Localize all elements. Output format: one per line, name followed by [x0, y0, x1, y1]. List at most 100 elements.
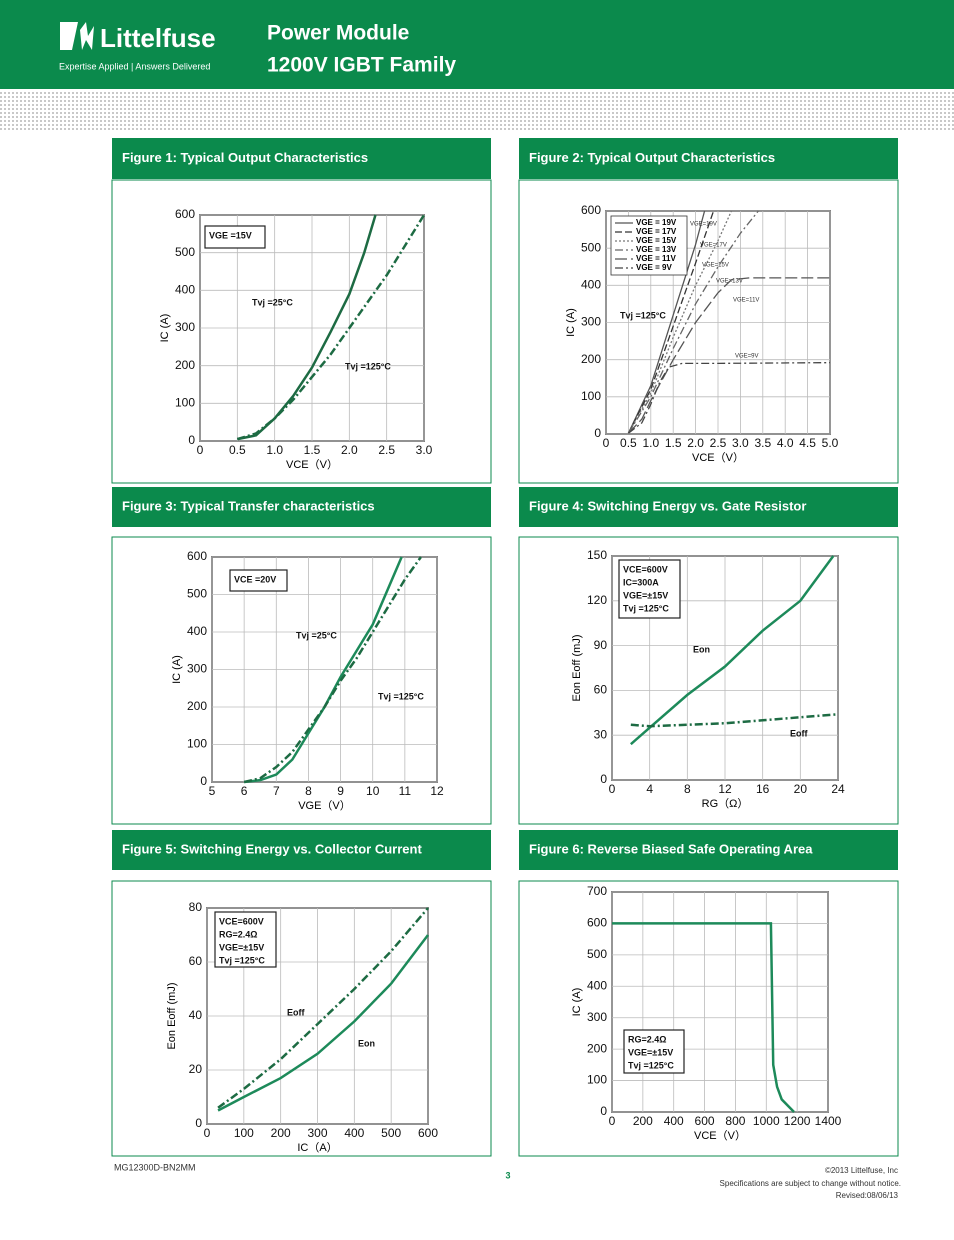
y-axis-label: IC (A)	[565, 308, 577, 337]
x-tick-label: 200	[271, 1126, 291, 1140]
x-tick-label: 200	[633, 1114, 653, 1128]
y-tick-label: 100	[175, 396, 195, 410]
x-tick-label: 0	[204, 1126, 211, 1140]
figure-title: Figure 4: Switching Energy vs. Gate Resi…	[529, 498, 806, 513]
x-tick-label: 3.0	[732, 436, 749, 450]
figure-title-bar	[112, 138, 491, 179]
legend-entry: VGE = 13V	[636, 245, 677, 254]
figure-title-bar	[112, 830, 491, 870]
data-line	[217, 934, 429, 1112]
data-line	[236, 214, 426, 441]
x-tick-label: 0	[197, 443, 204, 457]
x-tick-label: 1000	[753, 1114, 780, 1128]
pattern-band	[0, 92, 954, 130]
x-tick-label: 9	[337, 784, 344, 798]
data-line	[243, 556, 422, 784]
y-tick-label: 600	[187, 549, 207, 563]
figure-title: Figure 2: Typical Output Characteristics	[529, 150, 775, 165]
x-tick-label: 2.5	[378, 443, 395, 457]
y-tick-label: 120	[587, 593, 607, 607]
x-tick-label: 300	[307, 1126, 327, 1140]
series-label: Tvj =125°C	[345, 361, 391, 371]
figure-title: Figure 1: Typical Output Characteristics	[122, 150, 368, 165]
x-tick-label: 2.0	[341, 443, 358, 457]
x-tick-label: 6	[241, 784, 248, 798]
x-axis-label: IC（A）	[297, 1141, 337, 1154]
figure-title: Figure 6: Reverse Biased Safe Operating …	[529, 841, 813, 856]
legend-entry: VGE = 11V	[636, 254, 676, 263]
figure-title-bar	[519, 830, 898, 870]
y-tick-label: 400	[187, 624, 207, 638]
annotation-box	[229, 569, 288, 592]
y-tick-label: 200	[581, 352, 601, 366]
x-axis-label: VCE（V）	[286, 458, 338, 471]
x-axis-label: RG（Ω）	[702, 797, 749, 810]
annotation-box	[214, 911, 277, 968]
x-tick-label: 0.5	[229, 443, 246, 457]
y-tick-label: 40	[189, 1008, 203, 1022]
x-tick-label: 5.0	[822, 436, 839, 450]
y-axis-label: IC (A)	[171, 655, 183, 684]
series-label: Eon	[358, 1038, 375, 1048]
title: 1200V IGBT Family	[267, 54, 456, 77]
x-tick-label: 1.5	[665, 436, 682, 450]
figure-title: Figure 3: Typical Transfer characteristi…	[122, 498, 375, 513]
y-tick-label: 300	[175, 320, 195, 334]
data-line	[630, 713, 839, 728]
y-tick-label: 200	[175, 358, 195, 372]
legend-entry: VGE = 15V	[636, 236, 677, 245]
data-line	[630, 555, 835, 746]
y-tick-label: 500	[581, 240, 601, 254]
data-line	[612, 922, 795, 1113]
title: Power Module	[267, 22, 409, 45]
x-tick-label: 2.0	[687, 436, 704, 450]
x-tick-label: 4	[646, 782, 653, 796]
y-tick-label: 200	[587, 1041, 607, 1055]
figure-title: Figure 5: Switching Energy vs. Collector…	[122, 841, 422, 856]
y-tick-label: 100	[581, 389, 601, 403]
y-axis-label: Eon Eoff (mJ)	[571, 634, 583, 701]
x-tick-label: 4.0	[777, 436, 794, 450]
y-tick-label: 200	[187, 699, 207, 713]
y-tick-label: 600	[587, 916, 607, 930]
data-line	[217, 907, 429, 1109]
x-tick-label: 0	[609, 1114, 616, 1128]
figure-title-bar	[112, 487, 491, 527]
figure-title-bar	[519, 487, 898, 527]
annotation: Tvj =125°C	[219, 955, 265, 965]
x-tick-label: 1400	[815, 1114, 842, 1128]
x-tick-label: 16	[756, 782, 770, 796]
y-tick-label: 0	[195, 1116, 202, 1130]
x-tick-label: 7	[273, 784, 280, 798]
annotation-box	[618, 559, 681, 619]
curve-label: VGE=17V	[700, 243, 727, 249]
y-tick-label: 500	[587, 947, 607, 961]
x-tick-label: 12	[718, 782, 732, 796]
annotation: VGE =15V	[209, 230, 252, 240]
data-line	[627, 210, 715, 434]
x-tick-label: 0.5	[620, 436, 637, 450]
y-tick-label: 400	[587, 978, 607, 992]
x-tick-label: 8	[305, 784, 312, 798]
y-tick-label: 60	[594, 683, 608, 697]
x-tick-label: 0	[609, 782, 616, 796]
y-tick-label: 300	[581, 315, 601, 329]
y-tick-label: 30	[594, 727, 608, 741]
y-tick-label: 90	[594, 638, 608, 652]
y-tick-label: 500	[187, 587, 207, 601]
header-bar	[0, 0, 954, 89]
plot-area	[611, 891, 829, 1113]
series-label: Tvj =125°C	[378, 691, 424, 701]
brand: Littelfuse	[100, 23, 216, 53]
x-tick-label: 3.0	[416, 443, 433, 457]
x-tick-label: 800	[725, 1114, 745, 1128]
curve-label: VGE=9V	[735, 354, 759, 360]
tagline: Expertise Applied | Answers Delivered	[59, 61, 210, 71]
annotation: IC=300A	[623, 577, 659, 587]
annotation: VGE=±15V	[628, 1047, 673, 1057]
annotation: Tvj =125°C	[623, 603, 669, 613]
figure-title-bar	[519, 138, 898, 179]
x-tick-label: 2.5	[710, 436, 727, 450]
part-number: MG12300D-BN2MM	[114, 1162, 196, 1172]
annotation: VGE=±15V	[219, 942, 264, 952]
